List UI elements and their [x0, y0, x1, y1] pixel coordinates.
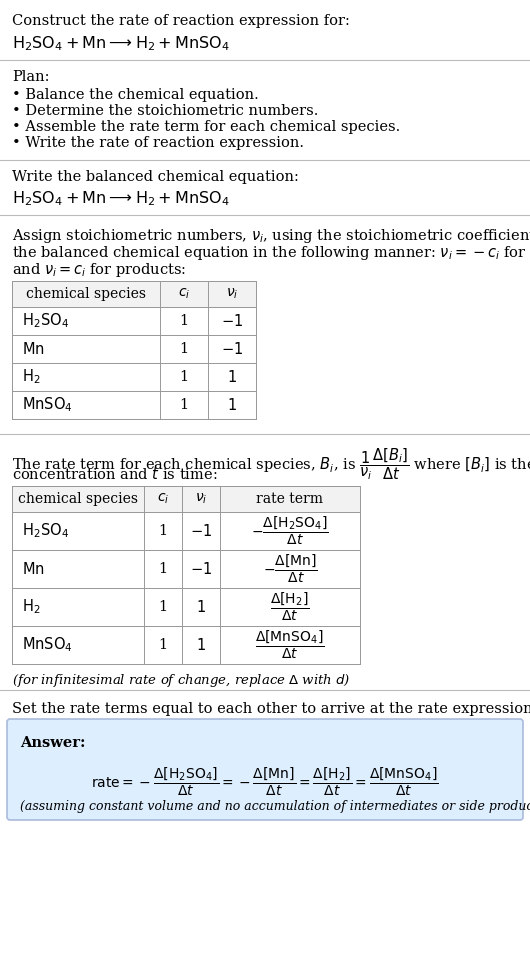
Text: $\mathrm{MnSO_4}$: $\mathrm{MnSO_4}$ — [22, 395, 73, 415]
Bar — [12, 363, 256, 391]
Text: Assign stoichiometric numbers, $\nu_i$, using the stoichiometric coefficients, $: Assign stoichiometric numbers, $\nu_i$, … — [12, 227, 530, 245]
Text: chemical species: chemical species — [18, 492, 138, 506]
Bar — [12, 486, 360, 512]
Text: • Determine the stoichiometric numbers.: • Determine the stoichiometric numbers. — [12, 104, 319, 118]
Text: The rate term for each chemical species, $B_i$, is $\dfrac{1}{\nu_i}\dfrac{\Delt: The rate term for each chemical species,… — [12, 446, 530, 481]
Text: Answer:: Answer: — [20, 736, 85, 750]
Text: Set the rate terms equal to each other to arrive at the rate expression:: Set the rate terms equal to each other t… — [12, 702, 530, 716]
Text: 1: 1 — [158, 638, 167, 652]
Text: $\mathrm{H_2SO_4}$: $\mathrm{H_2SO_4}$ — [22, 311, 69, 330]
Bar — [12, 281, 256, 419]
Text: 1: 1 — [180, 370, 189, 384]
Text: concentration and $t$ is time:: concentration and $t$ is time: — [12, 466, 217, 482]
Text: $c_i$: $c_i$ — [178, 287, 190, 302]
Text: Plan:: Plan: — [12, 70, 49, 84]
Text: $-1$: $-1$ — [221, 313, 243, 329]
Text: 1: 1 — [180, 342, 189, 356]
Text: 1: 1 — [158, 524, 167, 538]
Bar — [12, 335, 256, 363]
Text: $\mathrm{H_2SO_4 + Mn \longrightarrow H_2 + MnSO_4}$: $\mathrm{H_2SO_4 + Mn \longrightarrow H_… — [12, 189, 229, 208]
Text: chemical species: chemical species — [26, 287, 146, 301]
Text: 1: 1 — [158, 600, 167, 614]
Text: $\nu_i$: $\nu_i$ — [195, 492, 207, 507]
Text: Write the balanced chemical equation:: Write the balanced chemical equation: — [12, 170, 299, 184]
Text: $\mathrm{Mn}$: $\mathrm{Mn}$ — [22, 341, 45, 357]
Text: $c_i$: $c_i$ — [157, 492, 169, 507]
Text: 1: 1 — [158, 562, 167, 576]
Text: $-\dfrac{\Delta[\mathrm{H_2SO_4}]}{\Delta t}$: $-\dfrac{\Delta[\mathrm{H_2SO_4}]}{\Delt… — [251, 514, 329, 548]
Text: Construct the rate of reaction expression for:: Construct the rate of reaction expressio… — [12, 14, 350, 28]
Text: $1$: $1$ — [196, 637, 206, 653]
Text: $-1$: $-1$ — [190, 523, 212, 539]
Text: $\mathrm{H_2}$: $\mathrm{H_2}$ — [22, 597, 41, 617]
Text: $\dfrac{\Delta[\mathrm{MnSO_4}]}{\Delta t}$: $\dfrac{\Delta[\mathrm{MnSO_4}]}{\Delta … — [255, 629, 325, 661]
Text: $\mathrm{Mn}$: $\mathrm{Mn}$ — [22, 561, 45, 577]
Text: $\mathrm{rate} = -\dfrac{\Delta[\mathrm{H_2SO_4}]}{\Delta t} = -\dfrac{\Delta[\m: $\mathrm{rate} = -\dfrac{\Delta[\mathrm{… — [91, 766, 439, 798]
Bar — [12, 391, 256, 419]
Bar — [12, 307, 256, 335]
Bar — [12, 588, 360, 626]
Text: $1$: $1$ — [227, 369, 237, 385]
Text: • Write the rate of reaction expression.: • Write the rate of reaction expression. — [12, 136, 304, 150]
Text: $-1$: $-1$ — [221, 341, 243, 357]
Text: the balanced chemical equation in the following manner: $\nu_i = -c_i$ for react: the balanced chemical equation in the fo… — [12, 244, 530, 262]
FancyBboxPatch shape — [7, 719, 523, 820]
Bar — [12, 626, 360, 664]
Text: $\nu_i$: $\nu_i$ — [226, 287, 238, 302]
Text: $1$: $1$ — [196, 599, 206, 615]
Text: rate term: rate term — [257, 492, 323, 506]
Text: and $\nu_i = c_i$ for products:: and $\nu_i = c_i$ for products: — [12, 261, 187, 279]
Text: $\mathrm{H_2SO_4 + Mn \longrightarrow H_2 + MnSO_4}$: $\mathrm{H_2SO_4 + Mn \longrightarrow H_… — [12, 34, 229, 53]
Text: $\mathrm{MnSO_4}$: $\mathrm{MnSO_4}$ — [22, 635, 73, 654]
Text: 1: 1 — [180, 398, 189, 412]
Text: • Assemble the rate term for each chemical species.: • Assemble the rate term for each chemic… — [12, 120, 400, 134]
Text: $-1$: $-1$ — [190, 561, 212, 577]
Text: $\dfrac{\Delta[\mathrm{H_2}]}{\Delta t}$: $\dfrac{\Delta[\mathrm{H_2}]}{\Delta t}$ — [270, 590, 310, 623]
Text: $\mathrm{H_2}$: $\mathrm{H_2}$ — [22, 368, 41, 386]
Text: (assuming constant volume and no accumulation of intermediates or side products): (assuming constant volume and no accumul… — [20, 800, 530, 813]
Text: $-\dfrac{\Delta[\mathrm{Mn}]}{\Delta t}$: $-\dfrac{\Delta[\mathrm{Mn}]}{\Delta t}$ — [263, 552, 317, 586]
Text: (for infinitesimal rate of change, replace $\Delta$ with $d$): (for infinitesimal rate of change, repla… — [12, 672, 350, 689]
Bar — [12, 486, 360, 664]
Text: • Balance the chemical equation.: • Balance the chemical equation. — [12, 88, 259, 102]
Bar — [12, 281, 256, 307]
Text: $1$: $1$ — [227, 397, 237, 413]
Text: 1: 1 — [180, 314, 189, 328]
Text: $\mathrm{H_2SO_4}$: $\mathrm{H_2SO_4}$ — [22, 521, 69, 541]
Bar — [12, 550, 360, 588]
Bar — [12, 512, 360, 550]
